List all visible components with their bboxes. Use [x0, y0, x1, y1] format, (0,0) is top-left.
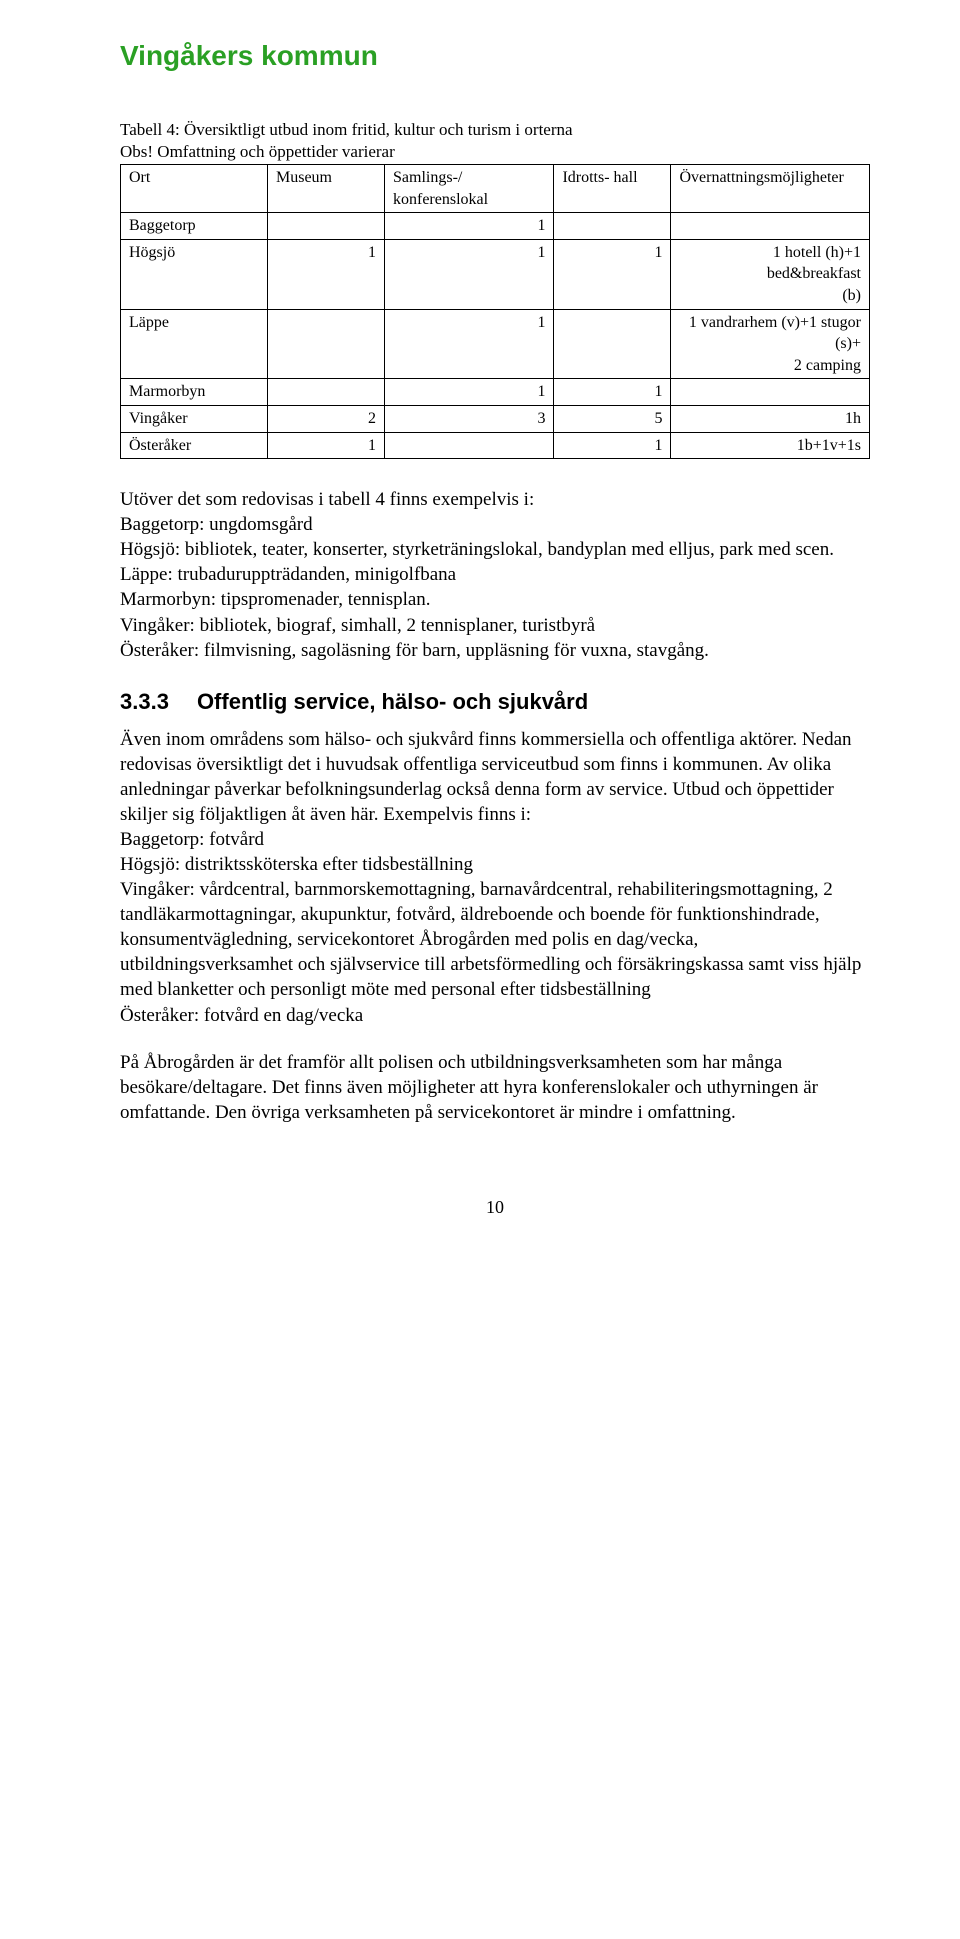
table-cell: Marmorbyn: [121, 379, 268, 406]
col-header-idrotts: Idrotts- hall: [554, 165, 671, 213]
table-cell: 1: [554, 239, 671, 309]
table-row: Läppe 1 1 vandrarhem (v)+1 stugor (s)+ 2 c…: [121, 309, 870, 379]
para1-line: Österåker: filmvisning, sagoläsning för …: [120, 638, 870, 663]
table-row: Marmorbyn 11: [121, 379, 870, 406]
table-header-row: Ort Museum Samlings-/ konferenslokal Idr…: [121, 165, 870, 213]
table-row: Österåker111b+1v+1s: [121, 432, 870, 459]
table-cell: 1 hotell (h)+1 bed&breakfast (b): [671, 239, 870, 309]
para1-intro: Utöver det som redovisas i tabell 4 finn…: [120, 487, 870, 512]
table-cell: 1: [268, 239, 385, 309]
table-cell: [554, 213, 671, 240]
page-header: Vingåkers kommun: [120, 40, 870, 72]
table-cell: [268, 379, 385, 406]
table-cell: 1b+1v+1s: [671, 432, 870, 459]
table-cell: 1: [385, 379, 554, 406]
table-caption-line1: Tabell 4: Översiktligt utbud inom fritid…: [120, 120, 870, 140]
table-cell: 2: [268, 405, 385, 432]
table-cell: [554, 309, 671, 379]
para2-line: Baggetorp: fotvård: [120, 827, 870, 852]
table-cell: 1h: [671, 405, 870, 432]
table-body: Baggetorp1Högsjö1111 hotell (h)+1 bed&br…: [121, 213, 870, 459]
table-cell: 1 vandrarhem (v)+1 stugor (s)+ 2 camping: [671, 309, 870, 379]
section-heading: 3.3.3 Offentlig service, hälso- och sjukv…: [120, 689, 870, 715]
para2-intro: Även inom områdens som hälso- och sjukvå…: [120, 727, 870, 827]
para2-line: Österåker: fotvård en dag/vecka: [120, 1003, 870, 1028]
table-caption-line2: Obs! Omfattning och öppettider varierar: [120, 142, 870, 162]
table-row: Högsjö1111 hotell (h)+1 bed&breakfast (b…: [121, 239, 870, 309]
para1-line: Vingåker: bibliotek, biograf, simhall, 2…: [120, 613, 870, 638]
table-cell: [268, 309, 385, 379]
table-cell: Baggetorp: [121, 213, 268, 240]
para1-line: Högsjö: bibliotek, teater, konserter, st…: [120, 537, 870, 562]
paragraph-3: På Åbrogården är det framför allt polise…: [120, 1050, 870, 1125]
para1-line: Läppe: trubaduruppträdanden, minigolfban…: [120, 562, 870, 587]
page-number: 10: [120, 1197, 870, 1218]
section-title: Offentlig service, hälso- och sjukvård: [197, 689, 588, 714]
table-cell: 5: [554, 405, 671, 432]
table-cell: 3: [385, 405, 554, 432]
col-header-ort: Ort: [121, 165, 268, 213]
overview-table: Ort Museum Samlings-/ konferenslokal Idr…: [120, 164, 870, 459]
table-cell: [671, 379, 870, 406]
paragraph-2: Även inom områdens som hälso- och sjukvå…: [120, 727, 870, 1028]
para1-lines: Baggetorp: ungdomsgårdHögsjö: bibliotek,…: [120, 512, 870, 662]
table-cell: 1: [385, 239, 554, 309]
para2-line: Högsjö: distriktssköterska efter tidsbes…: [120, 852, 870, 877]
document-page: Vingåkers kommun Tabell 4: Översiktligt …: [0, 0, 960, 1268]
table-cell: 1: [554, 432, 671, 459]
col-header-museum: Museum: [268, 165, 385, 213]
table-row: Baggetorp 1: [121, 213, 870, 240]
table-cell: Österåker: [121, 432, 268, 459]
table-cell: Vingåker: [121, 405, 268, 432]
table-cell: 1: [385, 213, 554, 240]
table-cell: 1: [554, 379, 671, 406]
table-cell: 1: [268, 432, 385, 459]
table-cell: [671, 213, 870, 240]
para1-line: Marmorbyn: tipspromenader, tennisplan.: [120, 587, 870, 612]
table-cell: [268, 213, 385, 240]
col-header-overnatt: Övernattningsmöjligheter: [671, 165, 870, 213]
para2-line: Vingåker: vårdcentral, barnmorskemottagn…: [120, 877, 870, 1002]
table-cell: Läppe: [121, 309, 268, 379]
table-cell: Högsjö: [121, 239, 268, 309]
table-cell: 1: [385, 309, 554, 379]
table-cell: [385, 432, 554, 459]
para1-line: Baggetorp: ungdomsgård: [120, 512, 870, 537]
section-number: 3.3.3: [120, 689, 169, 715]
para3-text: På Åbrogården är det framför allt polise…: [120, 1050, 870, 1125]
table-row: Vingåker2351h: [121, 405, 870, 432]
paragraph-1: Utöver det som redovisas i tabell 4 finn…: [120, 487, 870, 663]
para2-lines: Baggetorp: fotvårdHögsjö: distriktssköte…: [120, 827, 870, 1028]
col-header-samlings: Samlings-/ konferenslokal: [385, 165, 554, 213]
